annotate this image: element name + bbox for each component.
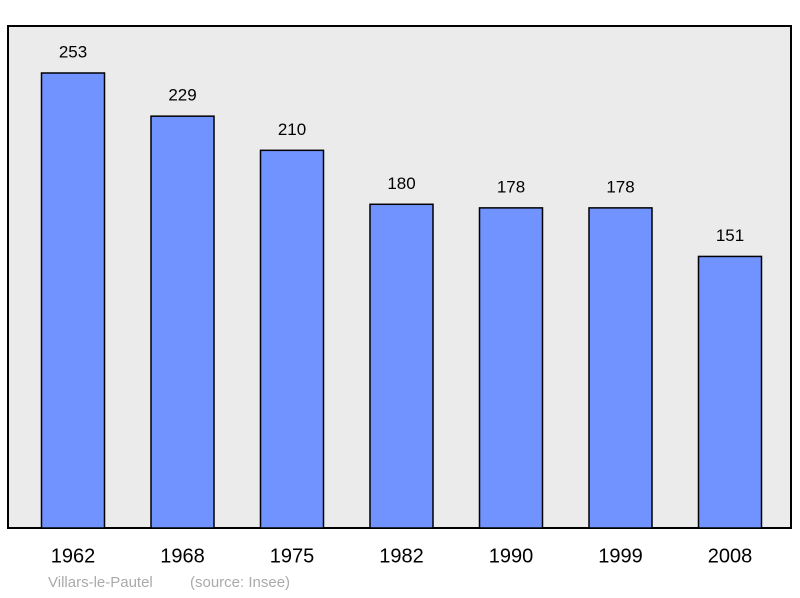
bar (588, 207, 653, 529)
bar (40, 72, 106, 529)
value-label: 151 (716, 226, 744, 245)
bar (369, 203, 434, 529)
caption-source: (source: Insee) (190, 574, 290, 591)
bar (697, 255, 763, 529)
value-label: 178 (606, 177, 634, 196)
x-tick-label: 1990 (489, 545, 534, 567)
x-tick-label: 2008 (708, 545, 753, 567)
value-label: 253 (59, 42, 87, 61)
value-label: 180 (387, 174, 415, 193)
value-label: 210 (278, 120, 306, 139)
x-tick-label: 1968 (160, 545, 205, 567)
x-tick-label: 1962 (51, 545, 96, 567)
x-tick-label: 1982 (379, 545, 424, 567)
value-label: 229 (168, 86, 196, 105)
x-tick-label: 1999 (598, 545, 643, 567)
bar (150, 115, 215, 529)
x-tick-label: 1975 (270, 545, 315, 567)
value-label: 178 (497, 177, 525, 196)
bar (259, 149, 325, 529)
caption-title: Villars-le-Pautel (48, 574, 153, 591)
bar (478, 207, 544, 529)
